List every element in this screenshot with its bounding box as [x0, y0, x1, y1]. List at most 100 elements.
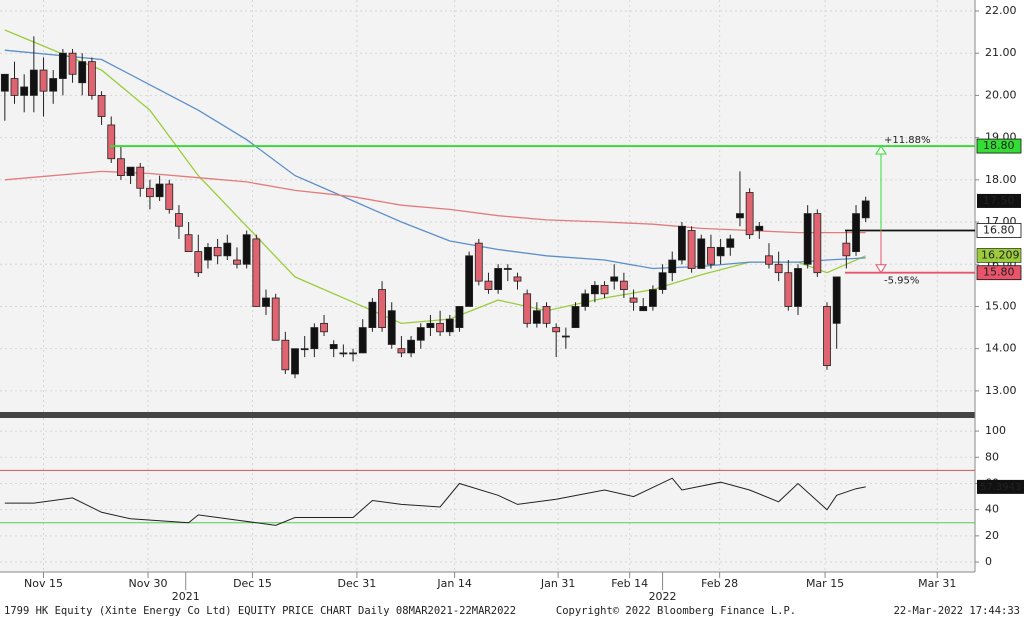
x-tick-label: Dec 15 [233, 577, 272, 590]
candle-body [736, 213, 744, 219]
x-tick-label: Jan 31 [540, 577, 575, 590]
footer-center: Copyright© 2022 Bloomberg Finance L.P. [556, 605, 796, 617]
candle-body [649, 289, 657, 307]
candle-body [291, 348, 299, 375]
candle-body [590, 284, 599, 295]
candle-body [0, 73, 9, 92]
candle-body [784, 272, 793, 307]
candle-body [561, 335, 570, 338]
candle-body [745, 192, 754, 236]
x-tick-label: Nov 15 [24, 577, 63, 590]
candle-body [426, 322, 435, 328]
x-tick-label: Feb 14 [611, 577, 648, 590]
candle-body [358, 327, 367, 354]
candle-body [581, 293, 590, 307]
candle-body [329, 344, 338, 350]
candle-body [20, 86, 29, 96]
y-tick-label: 18.00 [985, 173, 1017, 186]
candle-body [300, 348, 309, 351]
candle-body [233, 259, 241, 265]
y-tick-label: 100 [985, 424, 1006, 437]
candle-body [832, 276, 841, 324]
rsi-tag-label: 57.3943 [980, 482, 1021, 493]
candle-body [194, 251, 203, 274]
candle-body [726, 238, 735, 248]
candle-body [378, 289, 386, 328]
candle-body [155, 183, 164, 198]
candle-body [542, 306, 551, 324]
candle-body [842, 242, 851, 257]
candle-body [813, 213, 822, 274]
candle-body [600, 284, 609, 295]
candle-body [532, 310, 541, 324]
x-tick-label: Dec 31 [338, 577, 377, 590]
candle-body [175, 213, 183, 227]
candle-body [513, 276, 522, 282]
y-tick-label: 13.00 [985, 384, 1017, 397]
candle-body [252, 238, 261, 307]
candle-body [262, 297, 270, 307]
candle-body [213, 246, 222, 257]
y-tick-label: 14.00 [985, 342, 1017, 355]
candle-body [107, 124, 116, 160]
candle-body [397, 348, 406, 354]
candle-body [87, 61, 96, 96]
candle-body [774, 263, 783, 274]
last-price-label: 17.50 [983, 194, 1015, 207]
candle-body [387, 310, 396, 345]
ma-tag-label: 16.209 [981, 248, 1020, 261]
candle-body [97, 95, 106, 117]
y-tick-label: 21.00 [985, 46, 1017, 59]
y-tick-label: 20.00 [985, 88, 1017, 101]
year-label: 2022 [649, 590, 677, 603]
candle-body [707, 246, 715, 265]
candle-body [552, 327, 561, 333]
rsi-line [4, 477, 866, 526]
panel-divider [0, 412, 975, 418]
last-price-tag [977, 193, 1021, 208]
footer-right: 22-Mar-2022 17:44:33 [894, 605, 1020, 617]
candle-body [68, 52, 77, 75]
candle-body [484, 280, 493, 290]
x-tick-label: Mar 31 [918, 577, 956, 590]
level-tag-label: 18.80 [983, 139, 1015, 152]
candle-body [78, 61, 87, 84]
change-annotation: +11.88% [884, 135, 931, 146]
candle-body [455, 306, 464, 328]
candle-body [204, 246, 212, 261]
y-tick-label: 15.00 [985, 299, 1017, 312]
candle-body [436, 322, 445, 333]
candle-body [687, 230, 696, 269]
candle-body [320, 322, 328, 333]
level-tag-label: 15.80 [983, 266, 1015, 279]
y-tick-label: 80 [985, 450, 999, 463]
y-tick-label: 40 [985, 503, 999, 516]
change-annotation: -5.95% [884, 276, 919, 287]
level-tag [976, 138, 1022, 154]
candle-body [716, 246, 725, 257]
candle-body [823, 306, 831, 366]
candle-body [39, 69, 48, 92]
x-tick-label: Nov 30 [129, 577, 168, 590]
candle-body [658, 272, 667, 290]
candle-body [697, 238, 706, 269]
candle-body [281, 339, 290, 371]
y-tick-label: 20 [985, 529, 999, 542]
year-label: 2021 [172, 590, 200, 603]
x-tick-label: Mar 15 [806, 577, 844, 590]
candle-body [165, 183, 174, 210]
candle-body [29, 69, 38, 96]
candle-body [765, 255, 773, 265]
candle-body [503, 268, 512, 270]
candle-body [339, 352, 348, 355]
candle-body [571, 306, 580, 328]
candle-body [242, 234, 251, 265]
footer-left: 1799 HK Equity (Xinte Energy Co Ltd) EQU… [4, 605, 516, 617]
candle-body [523, 293, 532, 324]
candle-body [852, 213, 860, 252]
candle-body [755, 225, 764, 231]
candle-body [445, 318, 454, 333]
candle-body [126, 166, 135, 177]
arrow-head [875, 145, 887, 155]
